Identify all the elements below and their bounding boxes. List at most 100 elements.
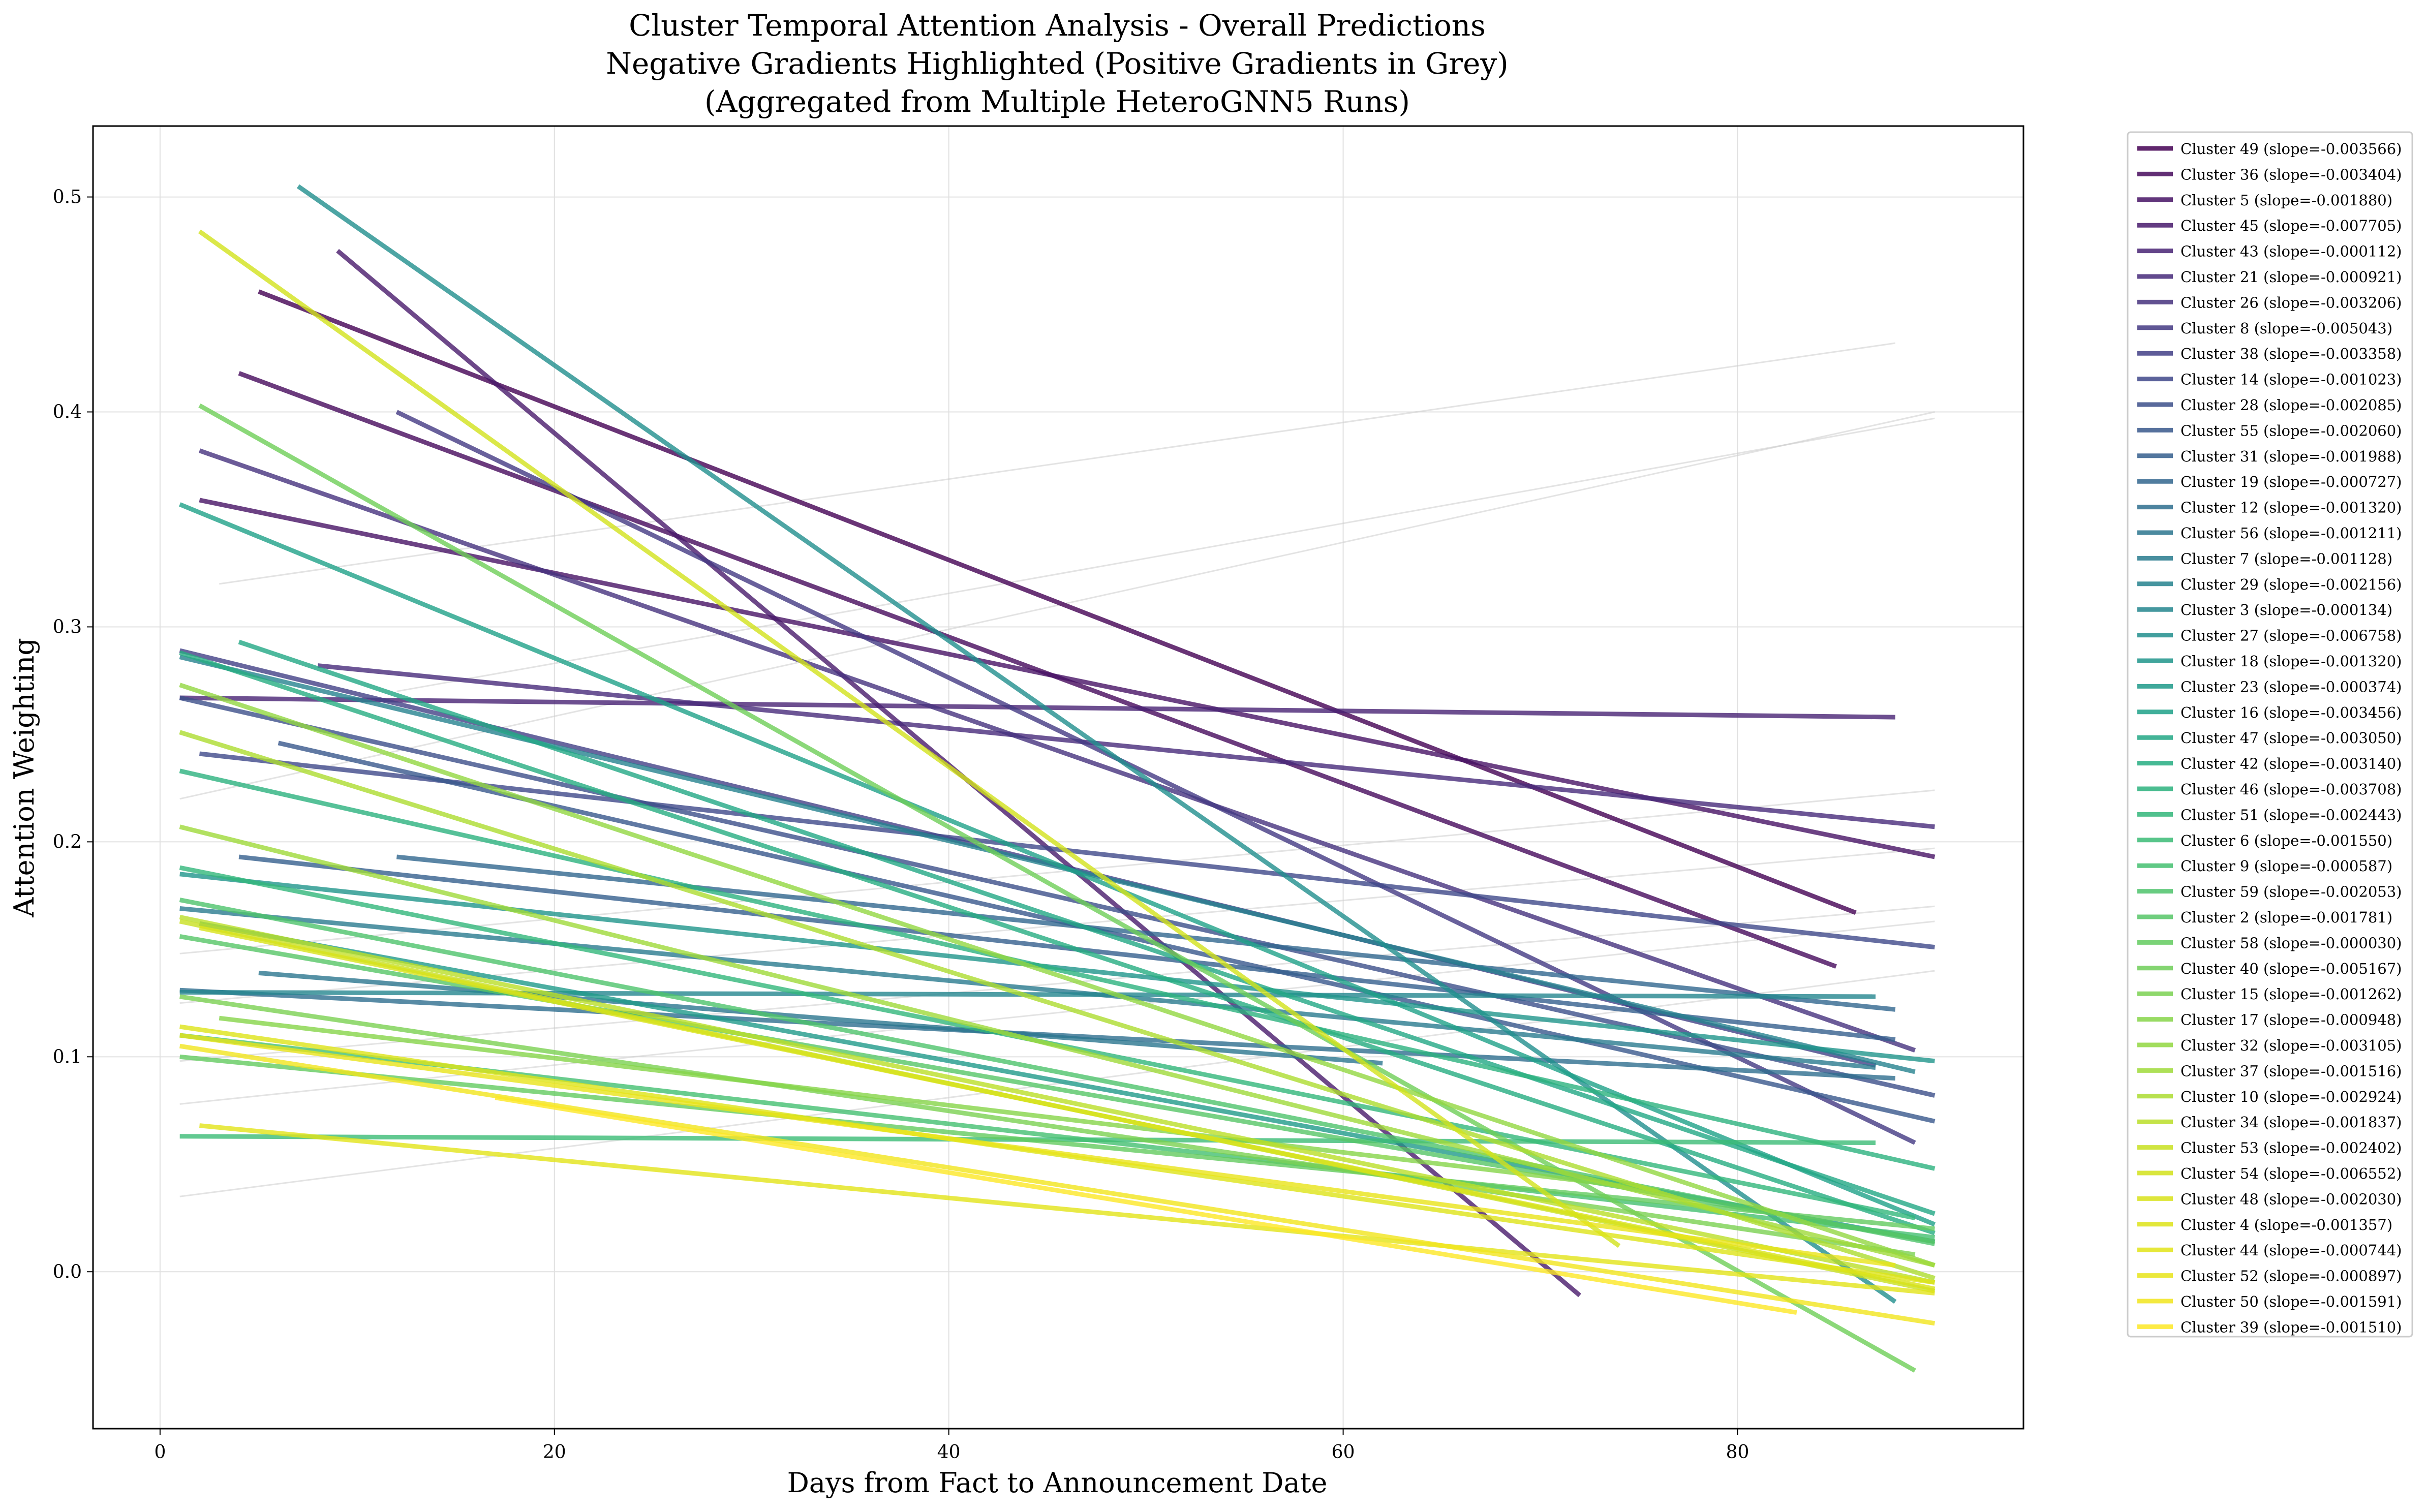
legend-label: Cluster 6 (slope=-0.001550) <box>2181 832 2392 849</box>
legend-label: Cluster 31 (slope=-0.001988) <box>2181 448 2402 465</box>
legend-label: Cluster 32 (slope=-0.003105) <box>2181 1037 2402 1054</box>
series-line <box>179 683 1936 1268</box>
y-axis-label: Attention Weighting <box>8 638 40 918</box>
x-tick-label: 40 <box>937 1442 961 1463</box>
x-tick-label: 0 <box>154 1442 166 1463</box>
legend-label: Cluster 2 (slope=-0.001781) <box>2181 909 2392 926</box>
legend-label: Cluster 34 (slope=-0.001837) <box>2181 1114 2402 1131</box>
x-tick-label: 80 <box>1726 1442 1749 1463</box>
legend-label: Cluster 44 (slope=-0.000744) <box>2181 1242 2402 1259</box>
series-line <box>179 1054 1935 1231</box>
plot-frame <box>92 125 2024 1430</box>
legend-label: Cluster 23 (slope=-0.000374) <box>2181 678 2402 695</box>
legend-label: Cluster 29 (slope=-0.002156) <box>2181 576 2402 593</box>
series-line <box>396 854 1896 1012</box>
series-line <box>199 1123 1935 1296</box>
legend-label: Cluster 28 (slope=-0.002085) <box>2181 396 2402 414</box>
legend-label: Cluster 9 (slope=-0.000587) <box>2181 857 2392 875</box>
series-line <box>198 229 1621 1248</box>
chart-title-line-1: Cluster Temporal Attention Analysis - Ov… <box>629 8 1486 43</box>
legend-label: Cluster 19 (slope=-0.000727) <box>2181 473 2402 490</box>
series-line <box>179 994 1916 1257</box>
series-line <box>179 1033 1896 1268</box>
legend-label: Cluster 15 (slope=-0.001262) <box>2181 985 2402 1003</box>
y-tick-label: 0.1 <box>53 1046 82 1067</box>
legend-label: Cluster 10 (slope=-0.002924) <box>2181 1088 2402 1105</box>
y-tick-label: 0.0 <box>53 1261 82 1282</box>
series-line <box>219 1015 1659 1193</box>
y-tick-label: 0.3 <box>53 616 82 637</box>
legend-label: Cluster 3 (slope=-0.000134) <box>2181 601 2392 619</box>
grey-lines <box>179 342 1935 1197</box>
positive-gradient-line <box>396 417 1935 692</box>
chart-title-line-3: (Aggregated from Multiple HeteroGNN5 Run… <box>704 84 1410 119</box>
legend: Cluster 49 (slope=-0.003566) Cluster 36 (… <box>2127 131 2413 1338</box>
legend-label: Cluster 59 (slope=-0.002053) <box>2181 883 2402 901</box>
legend-label: Cluster 38 (slope=-0.003358) <box>2181 345 2402 362</box>
legend-label: Cluster 12 (slope=-0.001320) <box>2181 499 2402 516</box>
legend-label: Cluster 16 (slope=-0.003456) <box>2181 704 2402 721</box>
series-line <box>238 371 1837 969</box>
series-line <box>179 695 1895 720</box>
legend-items: Cluster 49 (slope=-0.003566) Cluster 36 (… <box>2137 140 2402 1336</box>
legend-label: Cluster 27 (slope=-0.006758) <box>2181 627 2402 644</box>
positive-gradient-line <box>219 342 1896 585</box>
legend-label: Cluster 47 (slope=-0.003050) <box>2181 729 2402 747</box>
series-line <box>179 824 1936 1268</box>
legend-label: Cluster 55 (slope=-0.002060) <box>2181 422 2402 439</box>
y-axis-ticks: 0.0 0.1 0.2 0.3 0.4 0.5 <box>53 187 93 1282</box>
legend-label: Cluster 49 (slope=-0.003566) <box>2181 140 2402 158</box>
legend-label: Cluster 42 (slope=-0.003140) <box>2181 755 2402 773</box>
legend-label: Cluster 18 (slope=-0.001320) <box>2181 653 2402 670</box>
series-lines <box>178 184 1936 1373</box>
series-line <box>296 184 1897 1304</box>
x-axis-label: Days from Fact to Announcement Date <box>787 1467 1328 1499</box>
series-line <box>495 1095 1797 1315</box>
series-line <box>179 768 1936 1171</box>
chart-title-line-2: Negative Gradients Highlighted (Positive… <box>606 46 1509 81</box>
legend-label: Cluster 21 (slope=-0.000921) <box>2181 268 2402 286</box>
legend-label: Cluster 40 (slope=-0.005167) <box>2181 960 2402 977</box>
y-tick-label: 0.4 <box>53 402 82 423</box>
series-line <box>179 915 1936 1285</box>
series-line <box>395 410 1916 1145</box>
legend-label: Cluster 58 (slope=-0.000030) <box>2181 934 2402 951</box>
legend-label: Cluster 26 (slope=-0.003206) <box>2181 294 2402 311</box>
legend-label: Cluster 51 (slope=-0.002443) <box>2181 806 2402 823</box>
y-tick-label: 0.5 <box>53 187 82 208</box>
legend-label: Cluster 52 (slope=-0.000897) <box>2181 1268 2402 1285</box>
grid <box>93 126 2023 1429</box>
x-tick-label: 60 <box>1332 1442 1355 1463</box>
legend-label: Cluster 14 (slope=-0.001023) <box>2181 371 2402 388</box>
series-line <box>179 650 1936 1236</box>
series-line <box>258 289 1857 915</box>
positive-gradient-line <box>179 905 1935 1062</box>
series-line <box>199 925 1936 1291</box>
positive-gradient-line <box>179 411 1935 800</box>
legend-label: Cluster 36 (slope=-0.003404) <box>2181 166 2402 183</box>
series-line <box>199 448 1916 1053</box>
legend-label: Cluster 17 (slope=-0.000948) <box>2181 1011 2402 1029</box>
series-line <box>179 655 1916 1074</box>
legend-label: Cluster 5 (slope=-0.001880) <box>2181 192 2392 209</box>
legend-label: Cluster 8 (slope=-0.005043) <box>2181 320 2392 337</box>
x-tick-label: 20 <box>543 1442 566 1463</box>
series-line <box>179 730 1936 1281</box>
series-line <box>238 639 1936 1216</box>
legend-label: Cluster 45 (slope=-0.007705) <box>2181 217 2402 234</box>
legend-box <box>2127 131 2413 1338</box>
legend-label: Cluster 4 (slope=-0.001357) <box>2181 1216 2392 1233</box>
x-axis-ticks: 0 20 40 60 80 <box>154 1429 1749 1463</box>
series-line <box>179 906 1876 1070</box>
legend-label: Cluster 46 (slope=-0.003708) <box>2181 781 2402 798</box>
series-line <box>179 1043 1936 1326</box>
legend-label: Cluster 56 (slope=-0.001211) <box>2181 524 2402 542</box>
legend-label: Cluster 50 (slope=-0.001591) <box>2181 1293 2402 1310</box>
series-line <box>317 663 1935 829</box>
legend-label: Cluster 54 (slope=-0.006552) <box>2181 1165 2402 1182</box>
legend-label: Cluster 53 (slope=-0.002402) <box>2181 1139 2402 1157</box>
legend-label: Cluster 37 (slope=-0.001516) <box>2181 1062 2402 1079</box>
legend-label: Cluster 43 (slope=-0.000112) <box>2181 243 2402 260</box>
